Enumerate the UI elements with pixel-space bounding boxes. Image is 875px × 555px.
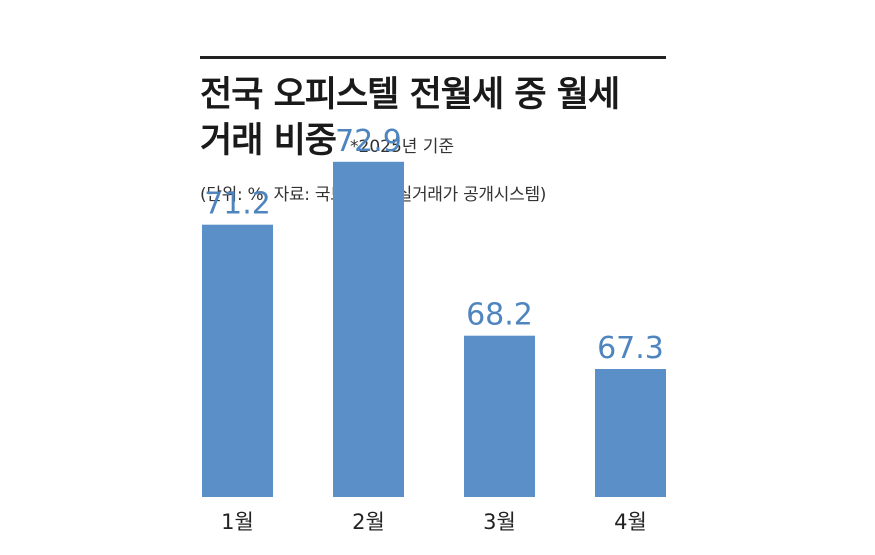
bar-2: [333, 161, 404, 498]
value-label-3: 68.2: [466, 298, 533, 333]
chart-title: 전국 오피스텔 전월세 중 월세 거래 비중 *2025년 기준: [200, 72, 680, 170]
bar-3: [464, 335, 535, 497]
category-label-4: 4월: [614, 510, 647, 534]
title-line-2-row: 거래 비중 *2025년 기준: [200, 118, 680, 170]
year-note: *2025년 기준: [350, 137, 455, 157]
top-rule: [200, 56, 666, 59]
bar-4: [595, 369, 666, 497]
title-line-2: 거래 비중: [200, 121, 337, 161]
value-label-4: 67.3: [597, 331, 664, 366]
value-label-1: 71.2: [204, 187, 271, 222]
title-line-1: 전국 오피스텔 전월세 중 월세: [200, 75, 620, 115]
value-label-2: 72.9: [335, 124, 402, 159]
category-label-3: 3월: [483, 510, 516, 534]
bar-1: [202, 224, 273, 497]
category-label-1: 1월: [221, 510, 254, 534]
category-label-2: 2월: [352, 510, 385, 534]
